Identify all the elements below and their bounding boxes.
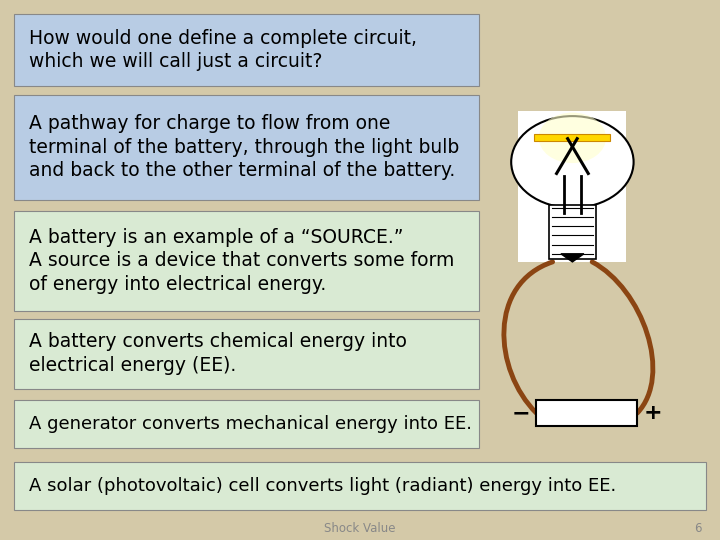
FancyBboxPatch shape [14, 94, 479, 200]
FancyBboxPatch shape [14, 14, 479, 86]
Text: How would one define a complete circuit,
which we will call just a circuit?: How would one define a complete circuit,… [29, 29, 417, 71]
Text: A battery is an example of a “SOURCE.”
A source is a device that converts some f: A battery is an example of a “SOURCE.” A… [29, 227, 454, 294]
Text: A solar (photovoltaic) cell converts light (radiant) energy into EE.: A solar (photovoltaic) cell converts lig… [29, 477, 616, 495]
FancyBboxPatch shape [14, 462, 706, 510]
Polygon shape [561, 254, 584, 262]
Circle shape [539, 113, 606, 163]
FancyBboxPatch shape [536, 400, 637, 426]
FancyBboxPatch shape [549, 205, 596, 259]
FancyBboxPatch shape [14, 400, 479, 448]
Text: A pathway for charge to flow from one
terminal of the battery, through the light: A pathway for charge to flow from one te… [29, 114, 459, 180]
Text: A battery converts chemical energy into
electrical energy (EE).: A battery converts chemical energy into … [29, 333, 407, 375]
Text: A generator converts mechanical energy into EE.: A generator converts mechanical energy i… [29, 415, 472, 433]
FancyBboxPatch shape [14, 319, 479, 389]
Text: 6: 6 [695, 522, 702, 535]
Text: −: − [511, 403, 530, 423]
FancyBboxPatch shape [14, 211, 479, 310]
Text: +: + [644, 403, 662, 423]
Text: Shock Value: Shock Value [324, 522, 396, 535]
FancyBboxPatch shape [518, 111, 626, 262]
Circle shape [511, 116, 634, 208]
FancyBboxPatch shape [534, 134, 611, 141]
